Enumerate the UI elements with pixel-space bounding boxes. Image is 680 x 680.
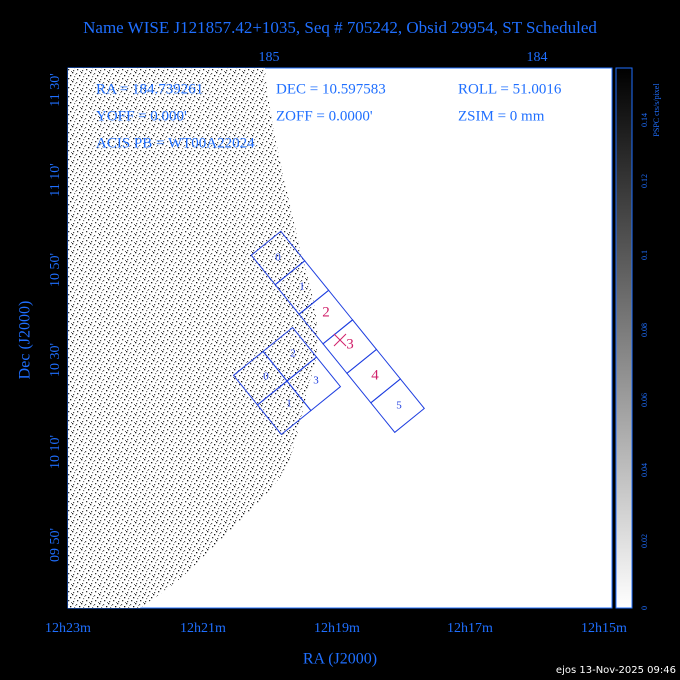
info-zoff: ZOFF = 0.0000' (276, 108, 373, 124)
colorbar-tick-label: 0.08 (640, 323, 649, 337)
y-axis-label: Dec (J2000) (17, 301, 34, 380)
chip-label: 3 (346, 336, 354, 352)
chip-label: 5 (396, 400, 402, 412)
image-emission (68, 68, 318, 608)
top-tick-label: 185 (259, 50, 280, 65)
chip-label: 1 (299, 281, 305, 293)
info-roll: ROLL = 51.0016 (458, 81, 562, 97)
bottom-tick-label: 12h23m (45, 621, 91, 636)
colorbar-tick-label: 0.12 (640, 174, 649, 188)
bottom-tick-label: 12h21m (180, 621, 226, 636)
left-tick-label: 10 30' (48, 343, 63, 377)
left-tick-label: 10 50' (48, 253, 63, 287)
chip-label: 0 (275, 252, 281, 264)
colorbar-tick-label: 0.1 (640, 250, 649, 260)
left-tick-label: 11 10' (48, 163, 63, 197)
left-tick-label: 10 10' (48, 435, 63, 469)
info-acis: ACIS PB = WT00A22024 (96, 135, 255, 151)
chip-label: 1 (286, 398, 292, 410)
x-axis-label: RA (J2000) (303, 651, 377, 668)
chip-label: 0 (263, 371, 269, 383)
left-tick-label: 09 50' (48, 528, 63, 562)
left-tick-label: 11 30' (48, 73, 63, 107)
bottom-tick-label: 12h19m (314, 621, 360, 636)
top-tick-label: 184 (527, 50, 548, 65)
info-yoff: YOFF = 0.000' (96, 108, 187, 124)
colorbar-tick-label: 0.06 (640, 393, 649, 407)
colorbar-tick-label: 0.02 (640, 534, 649, 548)
acis-s-array (250, 230, 425, 434)
info-dec: DEC = 10.597583 (276, 81, 386, 97)
footer-stamp: ejos 13-Nov-2025 09:46 (556, 665, 676, 676)
chip-label: 4 (371, 367, 379, 383)
colorbar-tick-label: 0.14 (640, 113, 649, 127)
acis-i-array (232, 326, 342, 436)
aimpoint (333, 333, 347, 347)
chip-label: 2 (290, 348, 296, 360)
colorbar-label: PSPC cts/s/pixel (652, 83, 661, 137)
bottom-tick-label: 12h17m (447, 621, 493, 636)
info-zsim: ZSIM = 0 mm (458, 108, 545, 124)
colorbar (615, 67, 633, 609)
info-ra: RA = 184.739261 (96, 81, 203, 97)
bottom-tick-label: 12h15m (581, 621, 627, 636)
chip-label: 3 (313, 375, 319, 387)
colorbar-tick-label: 0.04 (640, 463, 649, 477)
colorbar-tick-label: 0 (640, 606, 649, 610)
chip-label: 2 (322, 304, 330, 320)
title: Name WISE J121857.42+1035, Seq # 705242,… (83, 18, 597, 37)
